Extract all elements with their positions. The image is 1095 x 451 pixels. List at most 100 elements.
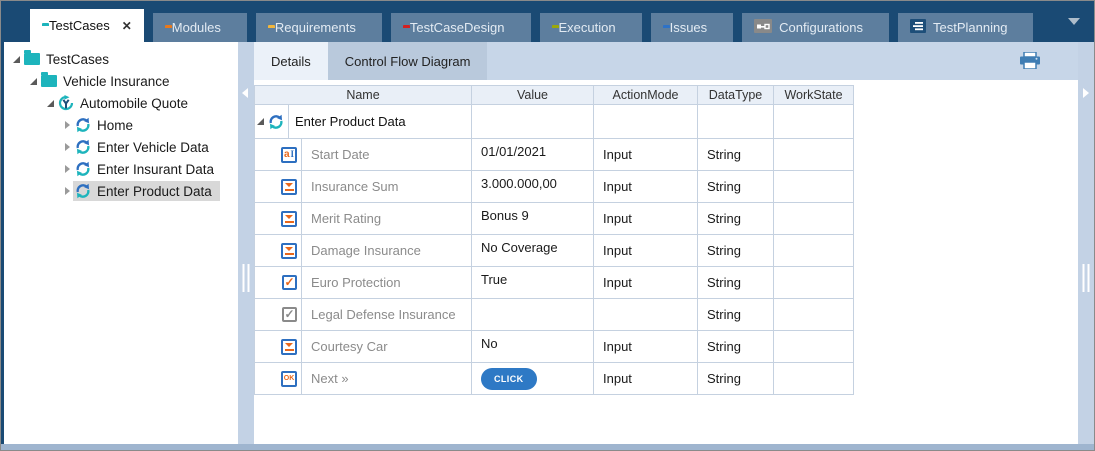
tab-control-flow-diagram[interactable]: Control Flow Diagram [327,42,488,80]
datatype-cell[interactable]: String [698,267,774,298]
value-cell[interactable]: Bonus 9 [472,203,594,234]
workstate-cell[interactable] [774,331,854,362]
tab-overflow-caret-icon[interactable] [1068,18,1080,25]
expander-icon[interactable] [10,55,22,63]
right-splitter[interactable] [1078,42,1094,445]
close-icon[interactable]: ✕ [121,18,132,33]
actionmode-cell[interactable] [594,299,698,330]
group-row-enter-product-data: Enter Product Data [255,105,854,139]
tree-item-vehicle-insurance[interactable]: Vehicle Insurance [4,70,238,92]
actionmode-cell[interactable]: Input [594,331,698,362]
column-header-actionmode[interactable]: ActionMode [594,86,698,104]
actionmode-cell[interactable]: Input [594,203,698,234]
tab-execution[interactable]: Execution [539,13,642,42]
actionmode-cell[interactable]: Input [594,267,698,298]
column-header-name[interactable]: Name [255,86,472,104]
expander-icon[interactable] [61,165,73,173]
workstate-cell[interactable] [774,235,854,266]
value-cell[interactable] [472,105,594,138]
left-splitter[interactable] [238,42,254,445]
datatype-cell[interactable]: String [698,363,774,394]
tab-testcases[interactable]: TestCases ✕ [30,9,144,42]
expander-icon[interactable] [61,187,73,195]
tree-item-automobile-quote[interactable]: Automobile Quote [4,92,238,114]
tree-item-label: Enter Insurant Data [97,161,215,177]
row-label: Next » [311,371,349,386]
expander-icon[interactable] [44,99,56,107]
tree-item-testcases[interactable]: TestCases [4,48,238,70]
expander-icon[interactable] [257,118,264,125]
expander-icon[interactable] [61,121,73,129]
value-cell[interactable]: True [472,267,594,298]
tree-item-label: Enter Product Data [97,183,212,199]
tab-configurations[interactable]: Configurations [742,13,889,42]
actionmode-cell[interactable]: Input [594,363,698,394]
column-header-datatype[interactable]: DataType [698,86,774,104]
name-cell[interactable]: Enter Product Data [255,105,472,138]
actionmode-cell[interactable]: Input [594,139,698,170]
folder-icon [41,72,57,87]
grid-header-row: Name Value ActionMode DataType WorkState [255,86,854,105]
expander-icon[interactable] [61,143,73,151]
tree-item-home[interactable]: Home [4,114,238,136]
workstate-cell[interactable] [774,139,854,170]
datatype-cell[interactable]: String [698,299,774,330]
value-cell[interactable] [472,299,594,330]
datatype-cell[interactable]: String [698,235,774,266]
tree-item-enter-product-data[interactable]: Enter Product Data [4,180,238,202]
row-label: Damage Insurance [311,243,421,258]
value-cell[interactable]: 01/01/2021 [472,139,594,170]
row-label: Courtesy Car [311,339,388,354]
workstate-cell[interactable] [774,171,854,202]
folder-icon [24,50,40,65]
tree-item-label: TestCases [46,51,110,67]
tree-item-enter-insurant-data[interactable]: Enter Insurant Data [4,158,238,180]
actionmode-cell[interactable] [594,105,698,138]
name-cell[interactable]: OK Next » [255,363,472,394]
datatype-cell[interactable]: String [698,139,774,170]
column-header-workstate[interactable]: WorkState [774,86,854,104]
workstate-cell[interactable] [774,203,854,234]
table-row: Damage Insurance No Coverage Input Strin… [255,235,854,267]
tab-label: Issues [669,20,708,35]
tab-requirements[interactable]: Requirements [255,13,382,42]
collapse-right-icon[interactable] [1083,88,1089,98]
value-cell[interactable]: 3.000.000,00 [472,171,594,202]
tab-details[interactable]: Details [254,42,328,80]
selected-tree-node[interactable]: Enter Product Data [73,181,220,201]
value-cell[interactable]: No Coverage [472,235,594,266]
tab-testcasedesign[interactable]: TestCaseDesign [390,13,531,42]
column-header-value[interactable]: Value [472,86,594,104]
actionmode-cell[interactable]: Input [594,235,698,266]
workstate-cell[interactable] [774,299,854,330]
tree-item-enter-vehicle-data[interactable]: Enter Vehicle Data [4,136,238,158]
tab-testplanning[interactable]: TestPlanning [898,13,1034,42]
expander-icon[interactable] [27,77,39,85]
actionmode-cell[interactable]: Input [594,171,698,202]
datatype-cell[interactable]: String [698,331,774,362]
datatype-cell[interactable] [698,105,774,138]
name-cell[interactable]: ✓ Legal Defense Insurance [255,299,472,330]
workstate-cell[interactable] [774,267,854,298]
workstate-cell[interactable] [774,363,854,394]
tree-item-label: Automobile Quote [80,95,189,111]
tab-issues[interactable]: Issues [650,13,734,42]
name-cell[interactable]: Insurance Sum [255,171,472,202]
datatype-cell[interactable]: String [698,203,774,234]
name-cell[interactable]: Courtesy Car [255,331,472,362]
name-cell[interactable]: Damage Insurance [255,235,472,266]
printer-icon[interactable] [1020,51,1040,74]
datatype-cell[interactable]: String [698,171,774,202]
name-cell[interactable]: Merit Rating [255,203,472,234]
value-cell[interactable]: No [472,331,594,362]
collapse-left-icon[interactable] [242,88,248,98]
name-cell[interactable]: ✓ Euro Protection [255,267,472,298]
click-button[interactable]: CLICK [481,367,537,390]
value-cell[interactable]: CLICK [472,363,594,394]
row-label: Insurance Sum [311,179,399,194]
details-panel: Details Control Flow Diagram Name Value … [254,42,1078,445]
workstate-cell[interactable] [774,105,854,138]
table-row: ✓ Legal Defense Insurance String [255,299,854,331]
tab-modules[interactable]: Modules [152,13,247,42]
